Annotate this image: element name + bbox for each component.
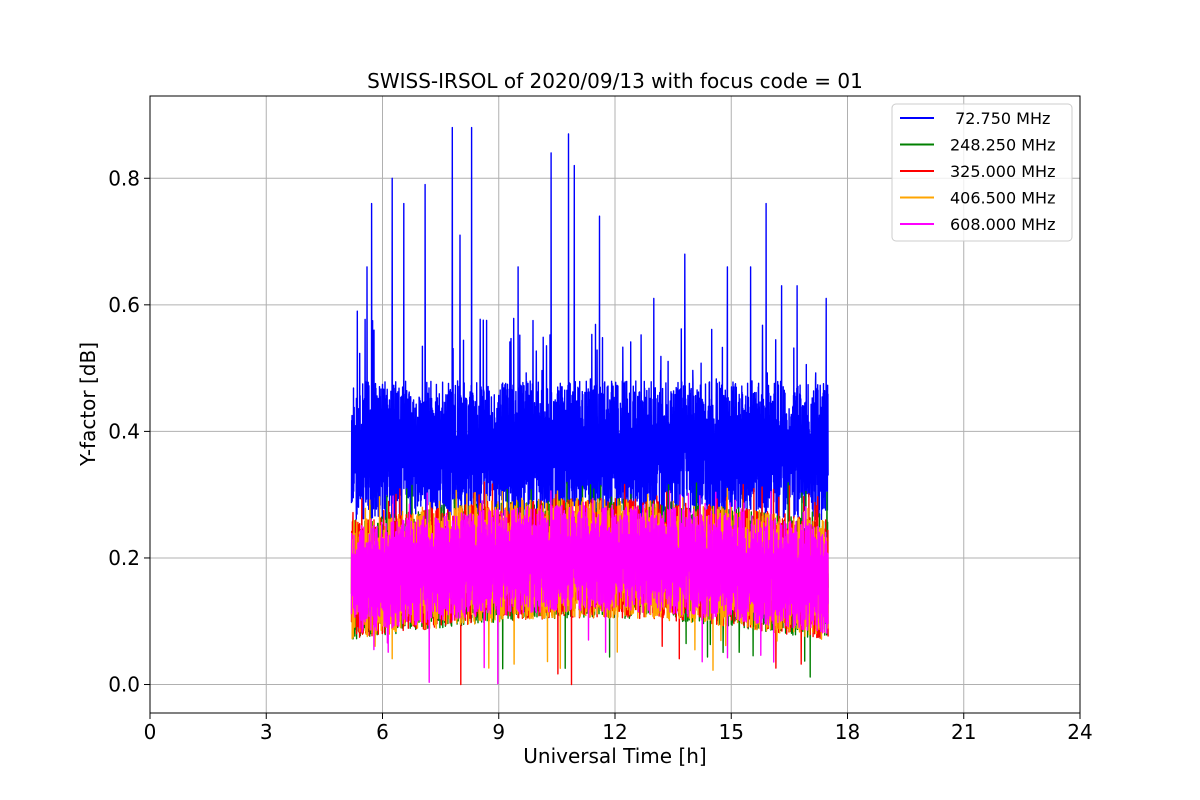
x-tick-label: 24 [1067,720,1092,744]
x-tick-label: 21 [951,720,976,744]
chart-title: SWISS-IRSOL of 2020/09/13 with focus cod… [367,69,863,93]
y-axis: 0.0 0.2 0.4 0.6 0.8 [108,166,150,697]
plot-area [350,126,829,686]
x-tick-label: 3 [260,720,273,744]
y-axis-label: Y-factor [dB] [76,342,100,467]
legend-label: 72.750 MHz [950,109,1050,128]
y-tick-label: 0.4 [108,419,140,443]
x-axis: 0 3 6 9 12 15 18 21 24 [144,713,1093,744]
y-tick-label: 0.2 [108,546,140,570]
x-tick-label: 6 [376,720,389,744]
y-tick-label: 0.6 [108,293,140,317]
x-tick-label: 15 [719,720,744,744]
y-tick-label: 0.8 [108,166,140,190]
series-group [350,126,829,686]
x-tick-label: 18 [835,720,860,744]
legend-label: 406.500 MHz [950,189,1055,208]
x-tick-label: 0 [144,720,157,744]
series-line [350,490,829,685]
y-tick-label: 0.0 [108,673,140,697]
legend-label: 608.000 MHz [950,215,1055,234]
legend: 72.750 MHz 248.250 MHz 325.000 MHz 406.500 … [891,103,1073,242]
legend-label: 248.250 MHz [950,136,1055,155]
legend-box [891,103,1073,242]
x-tick-label: 12 [602,720,627,744]
x-tick-label: 9 [492,720,505,744]
legend-label: 325.000 MHz [950,162,1055,181]
x-axis-label: Universal Time [h] [523,744,706,768]
